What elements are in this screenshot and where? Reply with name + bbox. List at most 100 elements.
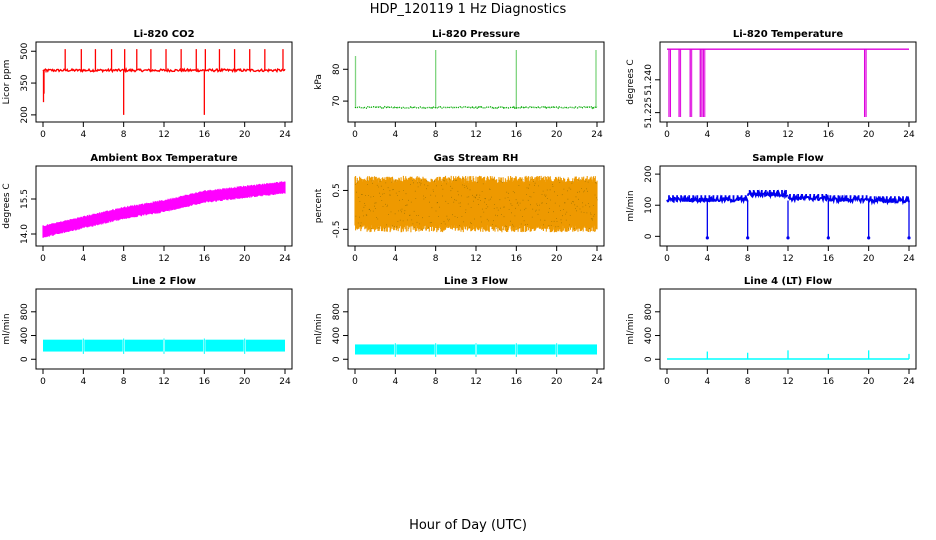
plot-frame [35, 288, 293, 370]
panel-title: Li-820 Temperature [733, 29, 843, 40]
x-tick-label: 20 [551, 130, 563, 140]
x-tick-label: 20 [551, 377, 563, 387]
dropout-point [907, 236, 911, 240]
y-axis-label: ml/min [626, 313, 636, 344]
x-tick-label: 16 [823, 254, 835, 264]
x-tick-label: 8 [433, 377, 439, 387]
series-points [355, 178, 598, 230]
x-tick-label: 24 [903, 377, 915, 387]
x-tick-label: 8 [121, 377, 127, 387]
dropout-point [705, 236, 709, 240]
panel-title: Ambient Box Temperature [90, 153, 237, 164]
x-tick-label: 20 [551, 254, 563, 264]
y-axis: 0 400 800 [20, 303, 36, 362]
x-tick-label: 16 [823, 377, 835, 387]
x-axis: 0 4 8 12 16 20 24 [352, 246, 603, 264]
x-tick-label: 24 [279, 130, 291, 140]
plot-frame [659, 41, 917, 123]
flow-block [245, 339, 285, 352]
y-tick-label: 0.5 [332, 183, 342, 197]
x-tick-label: 24 [279, 254, 291, 264]
y-tick-label: 51.225 [644, 97, 654, 129]
x-tick-label: 8 [433, 130, 439, 140]
x-tick-label: 12 [158, 254, 169, 264]
y-axis-label: Licor ppm [2, 60, 12, 105]
panel-title: Line 4 (LT) Flow [744, 276, 832, 287]
flow-block [477, 344, 516, 355]
y-axis-label: degrees C [2, 183, 12, 228]
x-tick-label: 0 [352, 377, 358, 387]
x-tick-label: 0 [40, 254, 46, 264]
panel-title: Sample Flow [752, 153, 824, 164]
x-tick-label: 4 [392, 377, 398, 387]
y-tick-label: 0 [332, 356, 342, 362]
y-axis-label: ml/min [626, 190, 636, 221]
panel-line4: Line 4 (LT) Flow ml/min 0 4 8 12 16 20 24 0 400 800 [626, 276, 917, 387]
series-band [42, 181, 286, 238]
x-tick-label: 12 [470, 254, 481, 264]
x-axis: 0 4 8 12 16 20 24 [352, 369, 603, 387]
flow-block [84, 339, 123, 352]
flow-block [205, 339, 244, 352]
x-tick-label: 12 [782, 130, 793, 140]
x-tick-label: 0 [664, 377, 670, 387]
x-tick-label: 4 [80, 130, 86, 140]
flow-block [43, 339, 83, 352]
y-tick-label: 200 [644, 165, 654, 182]
panel-title: Li-820 CO2 [133, 29, 194, 40]
x-tick-label: 0 [40, 377, 46, 387]
series-co2 [42, 49, 286, 115]
x-tick-label: 4 [704, 254, 710, 264]
y-axis: 0 400 800 [332, 303, 348, 362]
x-tick-label: 20 [239, 377, 251, 387]
y-tick-label: 80 [332, 63, 342, 75]
flow-block [396, 344, 435, 355]
x-tick-label: 20 [863, 130, 875, 140]
x-tick-label: 8 [433, 254, 439, 264]
x-tick-label: 20 [239, 254, 251, 264]
series-line3 [355, 343, 597, 357]
y-tick-label: 400 [644, 327, 654, 344]
y-axis-label: percent [314, 188, 324, 223]
y-axis: 70 80 [332, 63, 348, 107]
y-tick-label: 800 [332, 303, 342, 320]
x-tick-label: 4 [392, 130, 398, 140]
x-tick-label: 8 [121, 130, 127, 140]
panel-line3: Line 3 Flow ml/min 0 4 8 12 16 20 24 0 400 800 [314, 276, 605, 387]
y-axis: 200 350 500 [20, 42, 36, 123]
x-tick-label: 8 [745, 254, 751, 264]
flow-block [124, 339, 163, 352]
x-tick-label: 0 [352, 254, 358, 264]
x-tick-label: 24 [279, 377, 291, 387]
x-axis: 0 4 8 12 16 20 24 [40, 369, 291, 387]
flow-block [517, 344, 556, 355]
x-axis: 0 4 8 12 16 20 24 [664, 369, 915, 387]
dropout-point [826, 236, 830, 240]
x-tick-label: 24 [591, 254, 603, 264]
plot-frame [347, 41, 605, 123]
y-axis: 0 400 800 [644, 303, 660, 362]
panel-title: Line 2 Flow [132, 276, 196, 287]
panel-line2: Line 2 Flow ml/min 0 4 8 12 16 20 24 0 400 800 [2, 276, 293, 387]
y-axis-label: kPa [314, 74, 324, 90]
series-rh [354, 175, 598, 233]
panel-boxtemp: Ambient Box Temperature degrees C 0 4 8 12 16 2… [2, 153, 293, 264]
y-axis-label: ml/min [314, 313, 324, 344]
x-axis: 0 4 8 12 16 20 24 [664, 246, 915, 264]
y-tick-label: 0 [20, 356, 30, 362]
series-band [354, 175, 598, 233]
series-sampleflow [666, 189, 911, 240]
x-tick-label: 4 [80, 377, 86, 387]
panel-title: Line 3 Flow [444, 276, 508, 287]
x-tick-label: 16 [511, 377, 523, 387]
y-tick-label: 100 [644, 196, 654, 213]
dropout-point [867, 236, 871, 240]
x-axis: 0 4 8 12 16 20 24 [40, 122, 291, 140]
page-title: HDP_120119 1 Hz Diagnostics [369, 2, 567, 17]
panel-title: Gas Stream RH [434, 153, 519, 164]
plot-frame [347, 288, 605, 370]
y-axis-label: ml/min [2, 313, 12, 344]
dropout-point [786, 236, 790, 240]
panel-rh: Gas Stream RH percent 0 4 8 12 16 20 24 -0.5 0.5 [314, 153, 605, 264]
series-temperature [667, 48, 909, 117]
